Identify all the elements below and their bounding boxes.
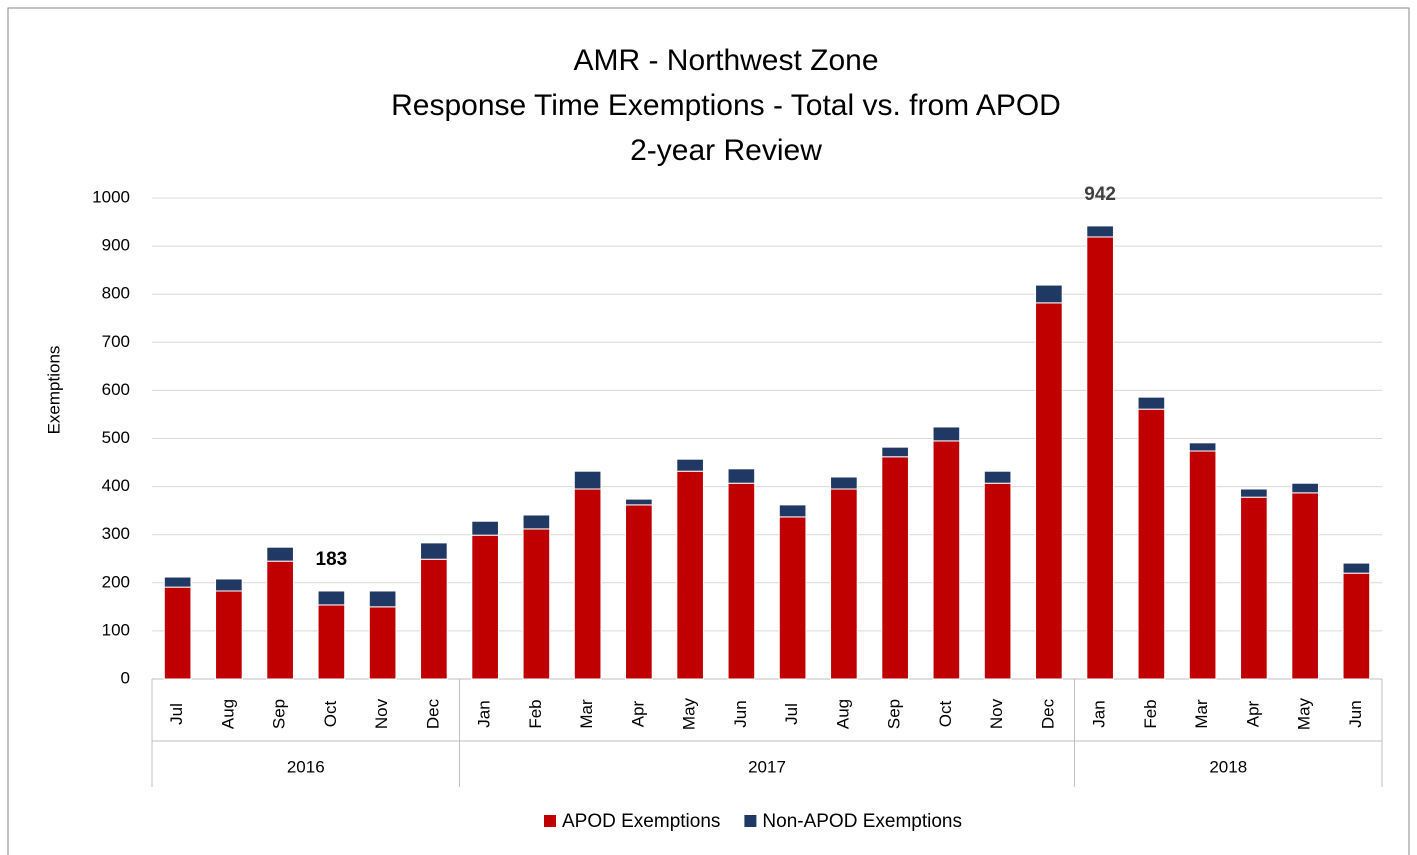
chart-title: AMR - Northwest Zone [573,44,878,77]
group-label: 2017 [748,757,786,776]
group-label: 2016 [287,757,325,776]
y-tick-label: 1000 [92,187,130,206]
bar-segment [420,542,448,560]
y-tick-label: 800 [102,284,130,303]
bar-segment [1137,408,1166,680]
y-tick-label: 0 [121,668,130,687]
bar-segment [368,590,397,608]
x-tick-label: Aug [833,699,852,729]
bar-segment [881,456,909,680]
bar-segment [983,482,1012,680]
bar-segment [778,504,807,518]
bar-segment [727,468,756,484]
x-tick-label: Jul [782,703,801,725]
bar-segment [932,440,961,680]
bar-segment [1035,284,1063,304]
data-label: 942 [1084,184,1116,205]
bar-segment [1240,496,1268,680]
bar-segment [573,488,602,680]
x-tick-label: May [1295,697,1314,730]
y-tick-label: 300 [102,524,130,543]
bar-segment [727,482,756,680]
legend-label: APOD Exemptions [562,811,720,832]
bar-segment [1342,572,1371,680]
y-tick-label: 200 [102,572,130,591]
chart-frame [7,7,1410,855]
y-tick-label: 600 [102,380,130,399]
x-tick-label: Jun [731,700,750,727]
x-tick-label: Apr [628,700,647,727]
bar-segment [676,458,704,472]
x-tick-label: Dec [1038,698,1057,729]
x-tick-label: Feb [526,699,545,728]
chart-title: Response Time Exemptions - Total vs. fro… [391,89,1061,122]
x-tick-label: Nov [987,698,1006,729]
chart-title: 2-year Review [630,134,822,167]
bar-segment [266,546,294,562]
bar-segment [1342,562,1371,574]
x-tick-label: Mar [1192,699,1211,729]
bar-segment [881,446,909,458]
bar-segment [1035,302,1063,680]
bar-segment [830,488,858,680]
y-axis-label: Exemptions [44,346,63,435]
bar-segment [676,470,704,680]
bar-segment [522,514,551,530]
group-label: 2018 [1209,757,1247,776]
x-tick-label: Mar [577,699,596,729]
bar-segment [266,560,294,680]
bar-segment [830,476,858,490]
bar-segment [215,578,243,592]
x-tick-label: Feb [1141,699,1160,728]
bar-segment [983,470,1012,484]
bar-segment [573,470,602,490]
bar-segment [317,604,346,680]
bar-segment [1086,225,1114,238]
bar-segment [625,498,653,506]
x-tick-label: Sep [270,699,289,729]
bar-segment [1086,236,1114,680]
bar-segment [368,606,397,680]
bar-segment [1291,482,1319,494]
y-tick-label: 900 [102,236,130,255]
bar-segment [1240,488,1268,498]
bar-segment [625,504,653,680]
x-tick-label: Nov [372,698,391,729]
bar-segment [1291,492,1319,680]
bar-segment [163,576,192,588]
bar-segment [420,558,448,680]
x-tick-label: Aug [218,699,237,729]
x-tick-label: Jun [1346,700,1365,727]
bar-segment [471,534,499,680]
legend-swatch [744,815,757,827]
y-tick-label: 700 [102,332,130,351]
x-tick-label: Oct [321,701,340,728]
bar-segment [215,590,243,680]
legend-label: Non-APOD Exemptions [762,811,962,832]
x-tick-label: Jan [1090,700,1109,727]
x-tick-label: Jan [475,700,494,727]
bar-segment [1137,396,1166,410]
bar-segment [471,520,499,536]
x-tick-label: Oct [936,701,955,728]
bar-segment [1188,450,1217,680]
x-tick-label: Apr [1243,700,1262,727]
y-tick-label: 100 [102,620,130,639]
bar-segment [163,586,192,680]
y-tick-label: 500 [102,428,130,447]
data-label: 183 [316,549,348,570]
bar-segment [1188,442,1217,452]
y-tick-label: 400 [102,476,130,495]
bar-segment [522,528,551,680]
bar-segment [778,516,807,680]
x-tick-label: Sep [885,699,904,729]
bar-segment [932,426,961,442]
x-tick-label: May [680,697,699,730]
x-tick-label: Dec [423,698,442,729]
legend-swatch [544,815,556,827]
x-tick-label: Jul [167,703,186,725]
bar-segment [317,590,346,606]
